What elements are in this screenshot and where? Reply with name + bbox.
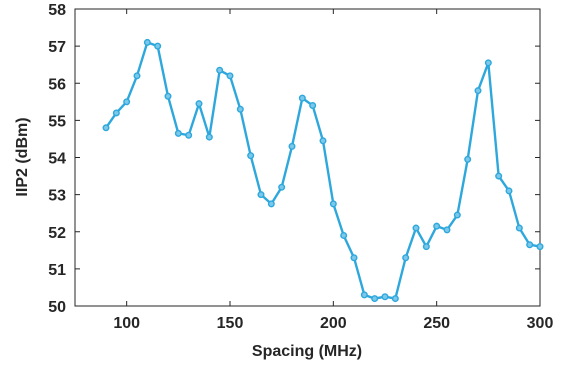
plot-area bbox=[75, 9, 540, 306]
x-tick-label: 250 bbox=[423, 315, 450, 332]
data-point bbox=[319, 137, 327, 145]
data-point bbox=[391, 295, 399, 303]
data-point bbox=[154, 42, 162, 50]
data-point bbox=[495, 172, 503, 180]
data-point bbox=[236, 105, 244, 113]
y-tick-label: 54 bbox=[48, 151, 66, 168]
data-point bbox=[278, 183, 286, 191]
data-point bbox=[464, 155, 472, 163]
data-point bbox=[340, 231, 348, 239]
data-point bbox=[433, 222, 441, 230]
data-point bbox=[371, 295, 379, 303]
data-point bbox=[174, 129, 182, 137]
data-point bbox=[288, 142, 296, 150]
data-point bbox=[381, 293, 389, 301]
data-point bbox=[102, 124, 110, 132]
x-tick-label: 200 bbox=[320, 315, 347, 332]
data-point bbox=[536, 243, 544, 251]
data-point bbox=[143, 38, 151, 46]
y-tick-label: 51 bbox=[48, 262, 66, 279]
data-point bbox=[484, 59, 492, 67]
x-tick-label: 100 bbox=[113, 315, 140, 332]
y-tick-label: 56 bbox=[48, 76, 66, 93]
data-point bbox=[443, 226, 451, 234]
data-point bbox=[350, 254, 358, 262]
y-tick-label: 55 bbox=[48, 113, 66, 130]
data-point bbox=[412, 224, 420, 232]
data-point bbox=[298, 94, 306, 102]
data-point bbox=[226, 72, 234, 80]
x-axis-label: Spacing (MHz) bbox=[252, 343, 362, 360]
data-point bbox=[123, 98, 131, 106]
data-point bbox=[360, 291, 368, 299]
y-tick-label: 58 bbox=[48, 2, 66, 19]
data-point bbox=[267, 200, 275, 208]
y-axis-label: IIP2 (dBm) bbox=[14, 117, 31, 196]
y-tick-label: 50 bbox=[48, 299, 66, 316]
ticks: 100 150 200 250 300 50 51 52 53 54 55 56 57 58 bbox=[48, 2, 553, 332]
data-point bbox=[515, 224, 523, 232]
data-point bbox=[402, 254, 410, 262]
data-point bbox=[329, 200, 337, 208]
x-tick-label: 300 bbox=[527, 315, 554, 332]
data-point bbox=[505, 187, 513, 195]
data-point bbox=[526, 241, 534, 249]
data-point bbox=[164, 92, 172, 100]
data-point bbox=[195, 100, 203, 108]
data-point bbox=[133, 72, 141, 80]
y-tick-label: 57 bbox=[48, 39, 66, 56]
data-point bbox=[216, 66, 224, 74]
data-point bbox=[112, 109, 120, 117]
y-tick-label: 53 bbox=[48, 188, 66, 205]
data-point bbox=[247, 152, 255, 160]
data-point bbox=[309, 102, 317, 110]
data-point bbox=[257, 191, 265, 199]
series-group bbox=[102, 38, 544, 303]
data-point bbox=[422, 243, 430, 251]
data-point bbox=[474, 87, 482, 95]
x-tick-label: 150 bbox=[217, 315, 244, 332]
data-point bbox=[453, 211, 461, 219]
data-point bbox=[185, 131, 193, 139]
y-tick-label: 52 bbox=[48, 225, 66, 242]
data-point bbox=[205, 133, 213, 141]
